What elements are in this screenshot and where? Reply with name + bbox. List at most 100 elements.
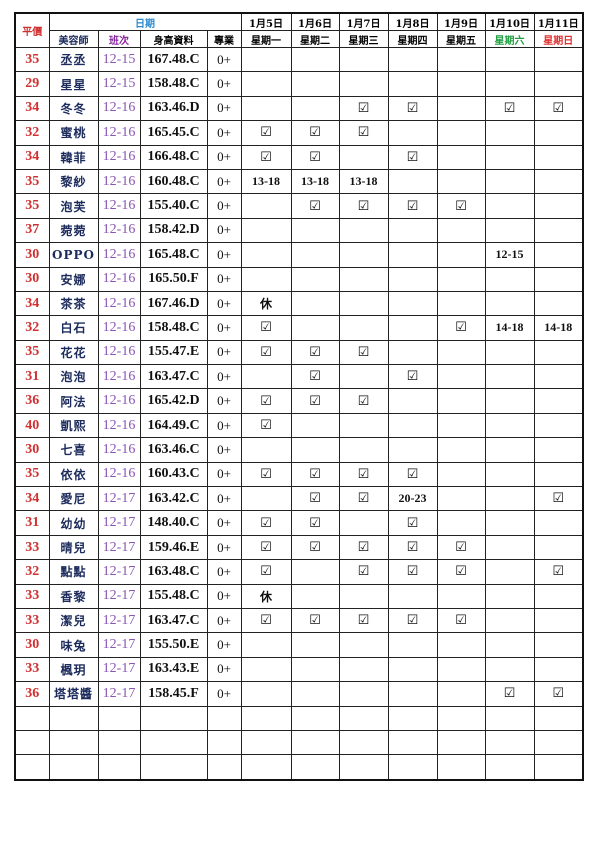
day-cell: [484, 266, 535, 292]
price-cell: 30: [14, 632, 50, 658]
price-cell: 30: [14, 437, 50, 463]
shift-cell: 12-15: [97, 46, 141, 73]
shift-cell: 12-16: [97, 266, 141, 292]
day-cell: [290, 290, 340, 317]
empty-cell: [240, 729, 292, 756]
day-cell: [387, 290, 438, 317]
checkbox-checked-icon: ☑: [240, 559, 292, 585]
day-cell: [290, 242, 340, 268]
day-cell: [240, 681, 292, 707]
checkbox-checked-icon: ☑: [290, 339, 340, 366]
table-row: 30 七喜 12-16 163.46.C 0+: [14, 437, 584, 463]
schedule-table: 平價 日期 1月5日 1月6日 1月7日 1月8日 1月9日 1月10日 1月1…: [14, 12, 584, 781]
day-cell: [484, 412, 535, 439]
table-row: 35 丞丞 12-15 167.48.C 0+: [14, 46, 584, 73]
specialty-cell: 0+: [206, 559, 242, 585]
day-cell: [484, 632, 535, 658]
day-cell: [240, 95, 292, 122]
header-date-2: 1月7日: [338, 12, 389, 31]
stylist-name: 愛尼: [48, 486, 99, 512]
shift-cell: 12-17: [97, 583, 141, 609]
day-cell: [290, 559, 340, 585]
specialty-cell: 0+: [206, 534, 242, 561]
day-cell: [484, 486, 535, 512]
table-row: 37 菀菀 12-16 158.42.D 0+: [14, 217, 584, 244]
checkbox-checked-icon: ☑: [436, 559, 486, 585]
stylist-name: 泡芙: [48, 193, 99, 219]
day-cell: [484, 607, 535, 634]
empty-cell: [387, 754, 438, 781]
price-cell: 33: [14, 607, 50, 634]
profile-cell: 158.48.C: [139, 71, 208, 97]
day-cell: [436, 681, 486, 707]
checkbox-checked-icon: ☑: [240, 510, 292, 536]
empty-cell: [48, 729, 99, 756]
day-cell: [533, 290, 584, 317]
day-cell: [240, 437, 292, 463]
profile-cell: 163.43.E: [139, 656, 208, 683]
day-cell: [387, 583, 438, 609]
day-cell: [533, 364, 584, 390]
profile-cell: 167.46.D: [139, 290, 208, 317]
checkbox-checked-icon: ☑: [338, 559, 389, 585]
header-row-dates: 平價 日期 1月5日 1月6日 1月7日 1月8日 1月9日 1月10日 1月1…: [14, 12, 584, 48]
empty-cell: [290, 754, 340, 781]
stylist-name: 楓玥: [48, 656, 99, 683]
day-cell: [484, 290, 535, 317]
day-cell: 休: [240, 290, 292, 317]
checkbox-checked-icon: ☑: [436, 193, 486, 219]
specialty-cell: 0+: [206, 144, 242, 170]
day-cell: [290, 681, 340, 707]
table-row: 34 韓菲 12-16 166.48.C 0+ ☑ ☑ ☑: [14, 144, 584, 170]
checkbox-checked-icon: ☑: [436, 315, 486, 341]
day-cell: [290, 632, 340, 658]
profile-cell: 148.40.C: [139, 510, 208, 536]
checkbox-checked-icon: ☑: [533, 559, 584, 585]
day-cell: [338, 681, 389, 707]
header-date-3: 1月8日: [387, 12, 438, 31]
empty-row: [14, 705, 584, 731]
table-row: 31 幼幼 12-17 148.40.C 0+ ☑ ☑ ☑: [14, 510, 584, 536]
profile-cell: 155.47.E: [139, 339, 208, 366]
day-cell: [436, 46, 486, 73]
price-cell: 34: [14, 290, 50, 317]
table-row: 33 潔兒 12-17 163.47.C 0+ ☑ ☑ ☑ ☑ ☑: [14, 607, 584, 634]
price-cell: 35: [14, 168, 50, 195]
day-cell: [338, 437, 389, 463]
specialty-cell: 0+: [206, 266, 242, 292]
price-cell: 36: [14, 681, 50, 707]
shift-cell: 12-16: [97, 168, 141, 195]
profile-cell: 155.48.C: [139, 583, 208, 609]
day-cell: [484, 656, 535, 683]
day-cell: [533, 217, 584, 244]
day-cell: [240, 486, 292, 512]
shift-cell: 12-17: [97, 486, 141, 512]
header-date: 日期: [48, 12, 242, 31]
stylist-name: 七喜: [48, 437, 99, 463]
checkbox-checked-icon: ☑: [290, 486, 340, 512]
day-cell: [533, 144, 584, 170]
profile-cell: 160.43.C: [139, 461, 208, 488]
profile-cell: 167.48.C: [139, 46, 208, 73]
table-row: 30 OPPO 12-16 165.48.C 0+ 12-15: [14, 242, 584, 268]
day-cell: [484, 364, 535, 390]
stylist-name: 黎紗: [48, 168, 99, 195]
table-row: 34 茶茶 12-16 167.46.D 0+ 休: [14, 290, 584, 317]
stylist-name: 味兔: [48, 632, 99, 658]
profile-cell: 166.48.C: [139, 144, 208, 170]
day-cell: 20-23: [387, 486, 438, 512]
checkbox-checked-icon: ☑: [290, 364, 340, 390]
day-cell: [387, 681, 438, 707]
day-cell: [240, 46, 292, 73]
day-cell: [387, 46, 438, 73]
price-cell: 30: [14, 242, 50, 268]
day-cell: [484, 388, 535, 414]
header-row-columns: 美容師 班次 身高資料 專業 星期一 星期二 星期三 星期四 星期五 星期六 星…: [15, 30, 584, 48]
price-cell: 40: [14, 412, 50, 439]
day-cell: [533, 120, 584, 146]
profile-cell: 165.50.F: [139, 266, 208, 292]
empty-cell: [240, 705, 292, 731]
checkbox-checked-icon: ☑: [240, 412, 292, 439]
day-cell: [533, 193, 584, 219]
day-cell: [436, 120, 486, 146]
